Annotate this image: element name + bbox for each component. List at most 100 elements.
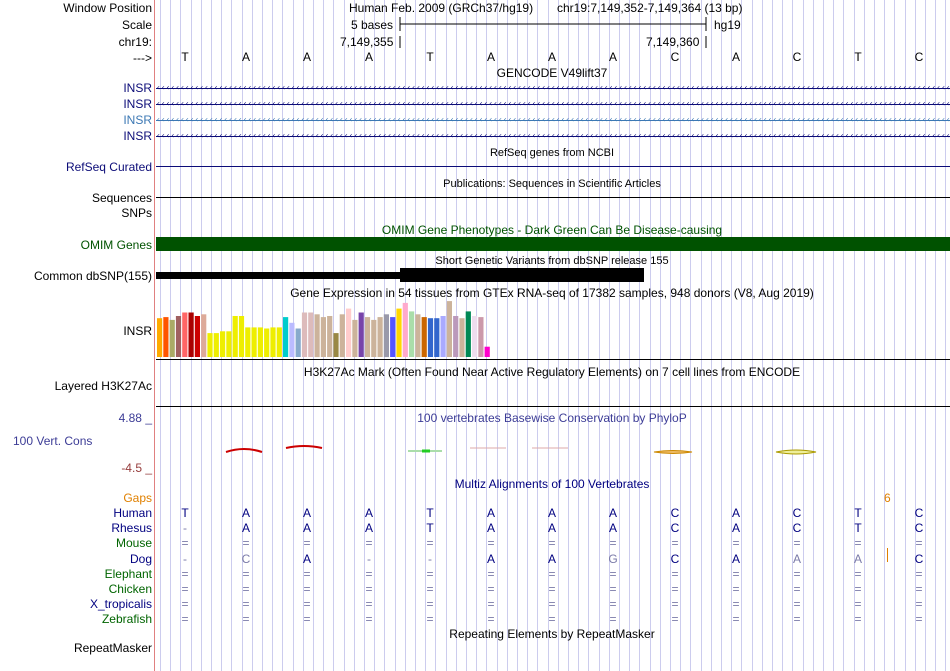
track-label-divider <box>154 0 155 671</box>
gtex-track-label[interactable]: INSR <box>123 324 152 338</box>
gtex-tissue-bar[interactable] <box>383 314 389 358</box>
gtex-expression-chart[interactable] <box>156 300 536 358</box>
gtex-tissue-bar[interactable] <box>346 308 352 357</box>
gtex-tissue-bar[interactable] <box>396 308 402 357</box>
gtex-tissue-bar[interactable] <box>188 312 194 358</box>
gtex-tissue-bar[interactable] <box>169 319 175 357</box>
gtex-tissue-bar[interactable] <box>295 328 301 358</box>
gtex-tissue-bar[interactable] <box>207 333 213 357</box>
gencode-transcript-line[interactable] <box>156 120 950 121</box>
gencode-transcript-line[interactable] <box>156 88 950 89</box>
gtex-tissue-bar[interactable] <box>251 327 257 357</box>
gtex-tissue-bar[interactable] <box>364 317 371 357</box>
species-label[interactable]: Mouse <box>115 536 152 551</box>
gtex-tissue-bar[interactable] <box>264 328 270 358</box>
dbsnp-variant-bar[interactable] <box>156 272 401 279</box>
gencode-transcript-label[interactable]: INSR <box>123 97 152 111</box>
species-label[interactable]: Human <box>113 506 152 520</box>
gtex-tissue-bar[interactable] <box>402 302 408 357</box>
snps-track-label[interactable]: SNPs <box>121 206 152 220</box>
repeatmasker-track-title[interactable]: Repeating Elements by RepeatMasker <box>449 627 655 641</box>
gtex-tissue-bar[interactable] <box>320 317 326 357</box>
species-label[interactable]: Chicken <box>108 582 152 596</box>
gtex-tissue-bar[interactable] <box>182 312 188 358</box>
omim-track-title[interactable]: OMIM Gene Phenotypes - Dark Green Can Be… <box>381 223 723 237</box>
gtex-tissue-bar[interactable] <box>226 331 232 357</box>
gencode-transcript-line[interactable] <box>156 104 950 105</box>
h3k27ac-track-title[interactable]: H3K27Ac Mark (Often Found Near Active Re… <box>303 365 801 379</box>
gtex-tissue-bar[interactable] <box>390 317 396 357</box>
gtex-tissue-bar[interactable] <box>201 314 207 358</box>
species-label[interactable]: X_tropicalis <box>89 597 152 612</box>
h3k27ac-track-label[interactable]: Layered H3K27Ac <box>54 379 152 393</box>
gtex-tissue-bar[interactable] <box>339 314 345 358</box>
conservation-track-label[interactable]: 100 Vert. Cons <box>13 434 93 448</box>
gtex-track-title[interactable]: Gene Expression in 54 tissues from GTEx … <box>290 286 814 300</box>
gtex-tissue-bar[interactable] <box>276 327 282 357</box>
gtex-tissue-bar[interactable] <box>440 316 446 357</box>
gencode-transcript-line[interactable] <box>156 136 950 137</box>
gtex-tissue-bar[interactable] <box>484 346 490 357</box>
gtex-tissue-bar[interactable] <box>459 318 465 357</box>
conservation-track-title[interactable]: 100 vertebrates Basewise Conservation by… <box>417 411 687 425</box>
refseq-track-label[interactable]: RefSeq Curated <box>65 160 152 174</box>
gtex-tissue-bar[interactable] <box>327 316 333 357</box>
gtex-tissue-bar[interactable] <box>352 319 358 357</box>
species-label[interactable]: Elephant <box>104 566 152 581</box>
species-label[interactable]: Dog <box>129 551 152 566</box>
alignment-base: = <box>854 582 862 596</box>
dbsnp-variant-bar[interactable] <box>400 268 644 282</box>
species-label[interactable]: Rhesus <box>111 521 152 536</box>
gtex-tissue-bar[interactable] <box>434 318 440 357</box>
gtex-tissue-bar[interactable] <box>163 317 169 357</box>
gtex-tissue-bar[interactable] <box>157 318 163 357</box>
multiz-track-title[interactable]: Multiz Alignments of 100 Vertebrates <box>454 477 650 491</box>
gtex-tissue-bar[interactable] <box>245 327 251 357</box>
dbsnp-track-label[interactable]: Common dbSNP(155) <box>33 269 152 283</box>
gtex-tissue-bar[interactable] <box>472 316 478 357</box>
publications-track-title[interactable]: Publications: Sequences in Scientific Ar… <box>443 178 661 190</box>
omim-phenotype-bar[interactable] <box>156 237 950 251</box>
gtex-tissue-bar[interactable] <box>377 317 383 357</box>
alignment-base: = <box>732 597 740 612</box>
alignment-base: = <box>303 566 311 581</box>
gtex-tissue-bar[interactable] <box>421 317 427 357</box>
gencode-transcript-label[interactable]: INSR <box>123 113 152 127</box>
gtex-tissue-bar[interactable] <box>465 311 471 357</box>
conservation-signal[interactable] <box>156 440 950 460</box>
gtex-tissue-bar[interactable] <box>478 317 484 357</box>
gtex-tissue-bar[interactable] <box>371 319 377 357</box>
gencode-transcript-label[interactable]: INSR <box>123 129 152 143</box>
omim-track-label[interactable]: OMIM Genes <box>80 238 152 252</box>
gtex-tissue-bar[interactable] <box>289 322 295 357</box>
gtex-tissue-bar[interactable] <box>232 316 238 357</box>
gtex-tissue-bar[interactable] <box>314 314 320 358</box>
gtex-tissue-bar[interactable] <box>308 312 314 358</box>
gtex-tissue-bar[interactable] <box>257 327 263 357</box>
publications-track-label[interactable]: Sequences <box>91 191 152 205</box>
refseq-gene-line[interactable] <box>156 166 950 167</box>
gtex-tissue-bar[interactable] <box>194 316 200 357</box>
gtex-tissue-bar[interactable] <box>238 316 245 357</box>
gtex-tissue-bar[interactable] <box>333 333 339 357</box>
publications-line[interactable] <box>156 197 950 198</box>
repeatmasker-track-label[interactable]: RepeatMasker <box>73 641 152 655</box>
gtex-tissue-bar[interactable] <box>220 331 226 357</box>
gtex-tissue-bar[interactable] <box>301 312 308 358</box>
gtex-tissue-bar[interactable] <box>446 301 452 357</box>
gencode-track-title[interactable]: GENCODE V49lift37 <box>496 66 608 80</box>
gencode-transcript-label[interactable]: INSR <box>123 81 152 95</box>
gtex-tissue-bar[interactable] <box>427 318 434 357</box>
gtex-tissue-bar[interactable] <box>415 314 421 358</box>
species-label[interactable]: Zebrafish <box>101 612 152 627</box>
gtex-tissue-bar[interactable] <box>409 311 415 357</box>
gtex-tissue-bar[interactable] <box>453 316 459 357</box>
refseq-track-title[interactable]: RefSeq genes from NCBI <box>489 147 615 159</box>
dbsnp-track-title[interactable]: Short Genetic Variants from dbSNP releas… <box>435 255 669 267</box>
gtex-tissue-bar[interactable] <box>270 327 276 357</box>
gtex-tissue-bar[interactable] <box>283 317 289 357</box>
gtex-tissue-bar[interactable] <box>175 316 182 357</box>
gtex-tissue-bar[interactable] <box>213 333 219 357</box>
gtex-tissue-bar[interactable] <box>358 312 364 358</box>
